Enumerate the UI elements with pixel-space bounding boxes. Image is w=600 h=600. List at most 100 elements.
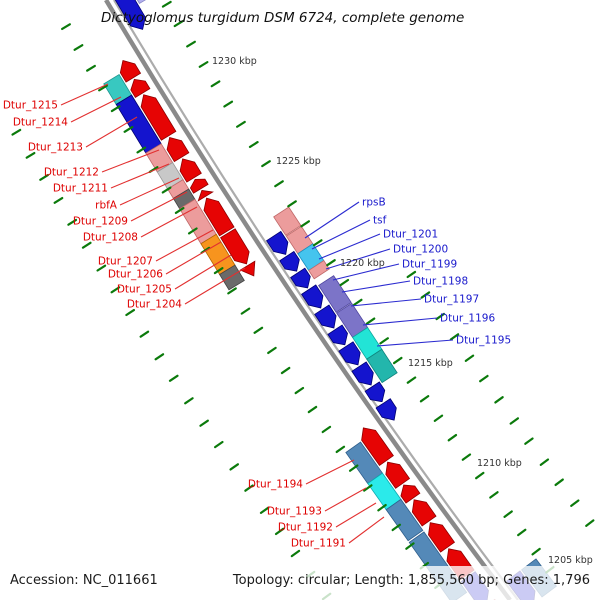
gene-label[interactable]: Dtur_1197: [424, 294, 479, 306]
gene-arrow[interactable]: [301, 284, 328, 313]
genome-backbone-outer-line: [113, 0, 519, 600]
ruler-tick: [174, 207, 185, 215]
gene-cluster-cluster-1204-1215: [103, 56, 261, 291]
gene-label[interactable]: Dtur_1213: [28, 142, 83, 154]
gene-arrow[interactable]: [375, 398, 401, 425]
ruler-tick: [236, 120, 246, 128]
ruler-tick: [300, 220, 311, 228]
gene-arrow[interactable]: [239, 260, 261, 280]
ruler-tick: [363, 484, 373, 492]
topology-text: Topology: circular; Length: 1,855,560 bp…: [232, 573, 590, 588]
ruler-tick: [539, 458, 550, 466]
gene-arrow[interactable]: [116, 56, 142, 83]
ruler-tick: [186, 40, 196, 48]
gene-arrow[interactable]: [265, 230, 293, 259]
ruler-tick: [136, 146, 147, 154]
leader-line: [335, 502, 377, 528]
gene-arrow[interactable]: [338, 341, 365, 370]
gene-function-block[interactable]: [219, 264, 245, 291]
leader-line: [304, 201, 360, 239]
gene-function-block[interactable]: [273, 206, 302, 236]
gene-arrow[interactable]: [423, 518, 456, 553]
ruler-tick: [110, 105, 121, 113]
gene-label[interactable]: Dtur_1206: [108, 269, 163, 281]
ruler-tick: [213, 267, 224, 275]
gene-label[interactable]: Dtur_1209: [73, 216, 128, 228]
gene-label[interactable]: rpsB: [362, 197, 386, 209]
ruler-tick: [154, 353, 165, 361]
ruler-tick: [348, 464, 359, 472]
gene-label[interactable]: Dtur_1205: [117, 284, 172, 296]
leader-line: [60, 83, 109, 106]
gene-arrow[interactable]: [290, 267, 315, 292]
gene-arrow[interactable]: [314, 304, 341, 333]
gene-arrow[interactable]: [279, 250, 304, 275]
ruler-tick: [312, 239, 323, 247]
leader-line: [362, 317, 438, 326]
gene-label[interactable]: Dtur_1212: [44, 167, 99, 179]
gene-function-block[interactable]: [366, 348, 398, 384]
ruler-tick: [585, 519, 595, 527]
leader-line: [311, 219, 371, 250]
gene-label[interactable]: Dtur_1201: [383, 229, 438, 241]
gene-label[interactable]: Dtur_1193: [267, 506, 322, 518]
leader-line: [305, 459, 355, 485]
ruler-tick: [11, 128, 22, 136]
ruler-tick: [259, 506, 270, 514]
gene-arrow[interactable]: [136, 90, 177, 141]
ruler-tick: [377, 503, 387, 512]
gene-arrow[interactable]: [188, 175, 209, 194]
ruler-tick: [447, 433, 458, 442]
gene-label[interactable]: Dtur_1215: [3, 100, 58, 112]
gene-label[interactable]: Dtur_1194: [248, 479, 303, 491]
gene-label[interactable]: Dtur_1211: [53, 183, 108, 195]
ruler-tick: [280, 366, 291, 375]
ruler-tick: [123, 125, 134, 133]
gene-arrow[interactable]: [109, 0, 150, 34]
gene-arrow[interactable]: [364, 381, 389, 406]
gene-label[interactable]: Dtur_1214: [13, 117, 68, 129]
gene-arrow[interactable]: [381, 457, 411, 489]
gene-label[interactable]: Dtur_1191: [291, 538, 346, 550]
ruler-tick: [433, 414, 444, 422]
ruler-tick: [187, 227, 198, 235]
gene-label[interactable]: tsf: [373, 215, 387, 227]
gene-arrow[interactable]: [127, 75, 151, 99]
gene-arrow[interactable]: [162, 133, 190, 163]
gene-function-block[interactable]: [385, 498, 424, 542]
gene-arrow[interactable]: [327, 324, 352, 349]
gene-label[interactable]: Dtur_1195: [456, 335, 511, 347]
gene-label[interactable]: rbfA: [95, 200, 118, 212]
gene-label[interactable]: Dtur_1198: [413, 276, 468, 288]
ruler-tick: [570, 499, 580, 507]
ruler-tick: [61, 23, 71, 31]
ruler-tick: [139, 330, 150, 338]
gene-arrow[interactable]: [220, 228, 254, 269]
ruler-tick: [267, 346, 277, 355]
leader-line: [174, 254, 232, 290]
gene-arrow[interactable]: [351, 361, 378, 390]
gene-label[interactable]: Dtur_1200: [393, 244, 448, 256]
gene-label[interactable]: Dtur_1204: [127, 299, 182, 311]
gene-label[interactable]: Dtur_1207: [98, 256, 153, 268]
ruler-tick: [227, 287, 237, 295]
gene-arrow[interactable]: [175, 154, 202, 183]
gene-label[interactable]: Dtur_1208: [83, 232, 138, 244]
gene-arrow[interactable]: [407, 495, 437, 527]
ruler-tick: [365, 317, 376, 325]
gene-cluster-top-partial: [109, 0, 156, 34]
gene-arrow[interactable]: [195, 186, 214, 202]
gene-arrow[interactable]: [199, 194, 235, 237]
gene-label[interactable]: Dtur_1192: [278, 522, 333, 534]
ruler-tick: [81, 241, 92, 249]
gene-label[interactable]: Dtur_1196: [440, 313, 495, 325]
ruler-label: 1210 kbp: [477, 458, 522, 469]
gene-label[interactable]: Dtur_1199: [402, 259, 457, 271]
ruler-tick: [406, 376, 417, 384]
gene-arrow[interactable]: [397, 480, 421, 504]
gene-function-block[interactable]: [318, 275, 352, 313]
ruler-label: 1220 kbp: [340, 258, 385, 269]
gene-function-block[interactable]: [124, 0, 156, 4]
gene-arrow[interactable]: [356, 423, 394, 467]
